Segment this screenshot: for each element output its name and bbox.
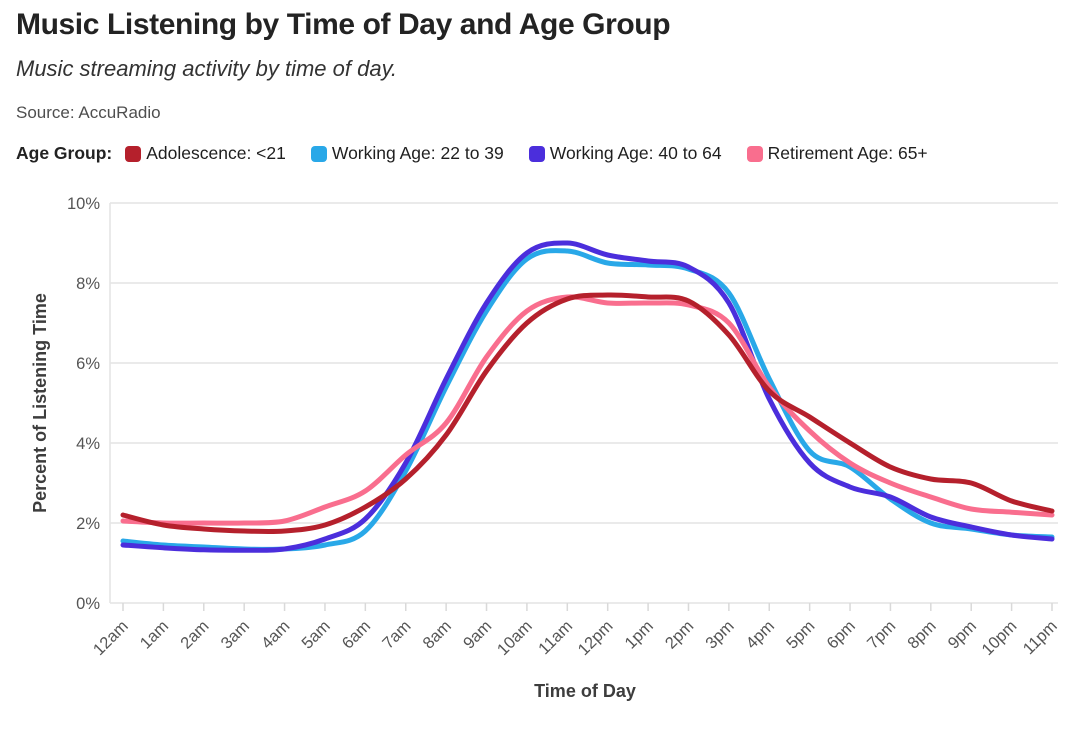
x-tick-label: 1pm [621, 617, 656, 652]
series-line-adolescence-21 [120, 292, 1055, 535]
legend-item-retirement: Retirement Age: 65+ [746, 143, 928, 164]
source-note: Source: AccuRadio [16, 103, 161, 122]
x-tick-label: 7pm [864, 617, 899, 652]
x-tick-label: 8am [420, 617, 455, 652]
x-tick-label: 4am [258, 617, 293, 652]
x-tick-label: 1am [137, 617, 172, 652]
legend-swatch [746, 145, 763, 162]
legend-title: Age Group: [16, 143, 113, 163]
x-tick-label: 4pm [743, 617, 778, 652]
x-tick-label: 3pm [702, 617, 737, 652]
x-tick-label: 11pm [1020, 617, 1061, 658]
legend-swatch [528, 145, 545, 162]
x-tick-label: 12am [90, 617, 132, 659]
x-tick-label: 5pm [783, 617, 818, 652]
legend: Age Group: Adolescence: <21 Working Age:… [16, 143, 928, 164]
x-tick-label: 9pm [945, 617, 980, 652]
legend-item-working-22-39: Working Age: 22 to 39 [310, 143, 504, 164]
y-axis-title: Percent of Listening Time [30, 293, 50, 513]
x-tick-label: 2am [177, 617, 212, 652]
series-lines [120, 240, 1055, 553]
x-tick-label: 6pm [823, 617, 858, 652]
x-tick-label: 9am [460, 617, 495, 652]
series-line-working-age-40-to-64 [120, 240, 1055, 553]
legend-item-label: Working Age: 22 to 39 [331, 143, 504, 163]
x-tick-label: 7am [379, 617, 414, 652]
x-tick-label: 11am [535, 617, 576, 658]
legend-item-working-40-64: Working Age: 40 to 64 [528, 143, 722, 164]
x-tick-label: 2pm [662, 617, 697, 652]
x-tick-label: 12pm [575, 617, 617, 659]
series-line-retirement-age-65 [120, 294, 1055, 526]
x-tick-label: 3am [218, 617, 253, 652]
x-tick-label: 10am [494, 617, 536, 659]
legend-swatch [310, 145, 327, 162]
y-tick-label: 8% [76, 275, 100, 293]
x-tick-label: 8pm [904, 617, 939, 652]
chart-title: Music Listening by Time of Day and Age G… [16, 8, 671, 41]
y-tick-label: 6% [76, 355, 100, 373]
gridlines: 0% 2% 4% 6% 8% 10% [67, 195, 1058, 613]
chart-subtitle: Music streaming activity by time of day. [16, 56, 398, 81]
legend-item-label: Retirement Age: 65+ [767, 143, 928, 163]
y-tick-label: 0% [76, 595, 100, 613]
x-tick-label: 6am [339, 617, 374, 652]
legend-item-label: Adolescence: <21 [146, 143, 286, 163]
legend-swatch [125, 145, 142, 162]
legend-item-adolescence: Adolescence: <21 [125, 143, 286, 164]
x-tick-label: 5am [298, 617, 333, 652]
x-axis-title: Time of Day [534, 681, 636, 701]
x-tick-label: 10pm [979, 617, 1021, 659]
legend-item-label: Working Age: 40 to 64 [549, 143, 722, 163]
y-tick-label: 4% [76, 435, 100, 453]
y-tick-label: 2% [76, 515, 100, 533]
y-tick-label: 10% [67, 195, 100, 213]
